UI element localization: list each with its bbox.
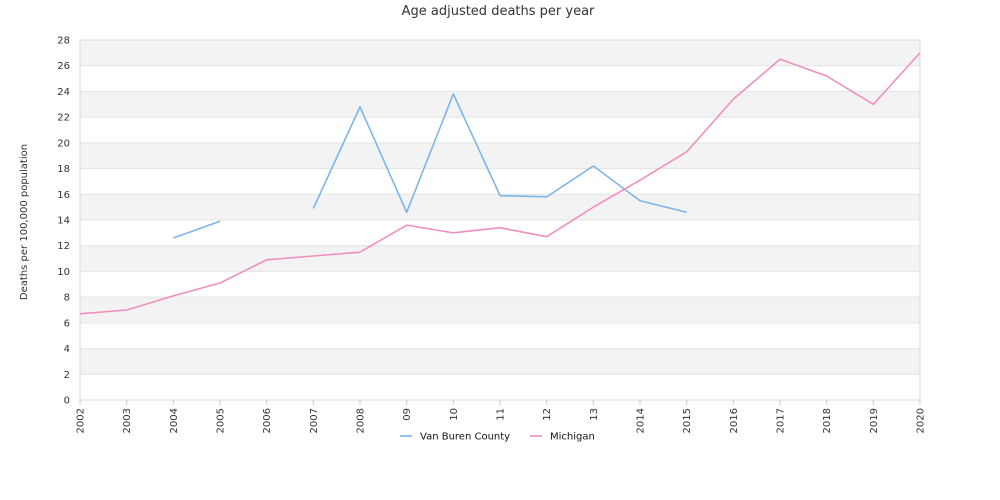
grid-band bbox=[80, 297, 920, 323]
y-tick-label: 6 bbox=[64, 318, 70, 329]
x-tick-label: 12 bbox=[542, 408, 553, 421]
y-tick-label: 2 bbox=[64, 370, 70, 381]
y-tick-label: 22 bbox=[57, 113, 70, 124]
y-tick-label: 18 bbox=[57, 164, 70, 175]
y-tick-label: 26 bbox=[57, 61, 70, 72]
y-tick-label: 8 bbox=[64, 293, 70, 304]
x-tick-label: 2002 bbox=[76, 408, 87, 433]
series-line bbox=[173, 220, 221, 239]
x-tick-label: 2015 bbox=[682, 408, 693, 433]
grid-band bbox=[80, 91, 920, 118]
x-tick-label: 09 bbox=[402, 408, 413, 421]
y-axis-label: Deaths per 100,000 population bbox=[19, 144, 30, 300]
series-michigan bbox=[79, 52, 921, 315]
x-tick-label: 13 bbox=[589, 408, 600, 421]
grid-band bbox=[80, 322, 920, 349]
grid-band bbox=[80, 220, 920, 246]
y-tick-label: 14 bbox=[57, 216, 70, 227]
legend-item-michigan[interactable]: Michigan bbox=[530, 432, 595, 443]
grid-band bbox=[80, 245, 920, 272]
grid-band bbox=[80, 40, 920, 66]
x-tick-label: 2005 bbox=[216, 408, 227, 433]
grid-band bbox=[80, 65, 920, 92]
y-tick-label: 0 bbox=[64, 396, 70, 407]
x-tick-label: 2017 bbox=[776, 408, 787, 433]
x-tick-label: 2004 bbox=[169, 408, 180, 433]
grid-band bbox=[80, 348, 920, 375]
y-tick-label: 24 bbox=[57, 87, 70, 98]
series-layer bbox=[79, 52, 921, 315]
x-tick-label: 2007 bbox=[309, 408, 320, 433]
x-tick-label: 2014 bbox=[636, 408, 647, 433]
x-tick-label: 2003 bbox=[122, 408, 133, 433]
x-tick-label: 10 bbox=[449, 408, 460, 421]
legend-item-van-buren-county[interactable]: Van Buren County bbox=[400, 432, 510, 443]
y-tick-label: 28 bbox=[57, 36, 70, 47]
x-tick-label: 2016 bbox=[729, 408, 740, 433]
x-tick-label: 2008 bbox=[356, 408, 367, 433]
y-tick-label: 12 bbox=[57, 241, 70, 252]
y-tick-label: 4 bbox=[64, 344, 70, 355]
legend-label: Van Buren County bbox=[420, 432, 510, 443]
grid-band bbox=[80, 168, 920, 195]
x-tick-label: 2020 bbox=[916, 408, 927, 433]
legend[interactable]: Van Buren County Michigan bbox=[400, 432, 595, 443]
y-tick-label: 20 bbox=[57, 138, 70, 149]
y-tick-label: 16 bbox=[57, 190, 70, 201]
grid-band bbox=[80, 142, 920, 169]
chart-title: Age adjusted deaths per year bbox=[402, 4, 595, 19]
grid-bands bbox=[80, 40, 920, 400]
x-tick-label: 2019 bbox=[869, 408, 880, 433]
x-axis-ticks: 2002 2003 2004 2005 2006 2007 2008 09 10 11 12 13 20… bbox=[76, 400, 927, 433]
series-line bbox=[79, 52, 921, 315]
x-tick-label: 11 bbox=[496, 408, 507, 421]
y-tick-label: 10 bbox=[57, 267, 70, 278]
grid-band bbox=[80, 374, 920, 400]
grid-band bbox=[80, 271, 920, 298]
x-tick-label: 2006 bbox=[262, 408, 273, 433]
grid-band bbox=[80, 117, 920, 143]
legend-label: Michigan bbox=[550, 432, 595, 443]
x-tick-label: 2018 bbox=[822, 408, 833, 433]
grid-band bbox=[80, 194, 920, 220]
